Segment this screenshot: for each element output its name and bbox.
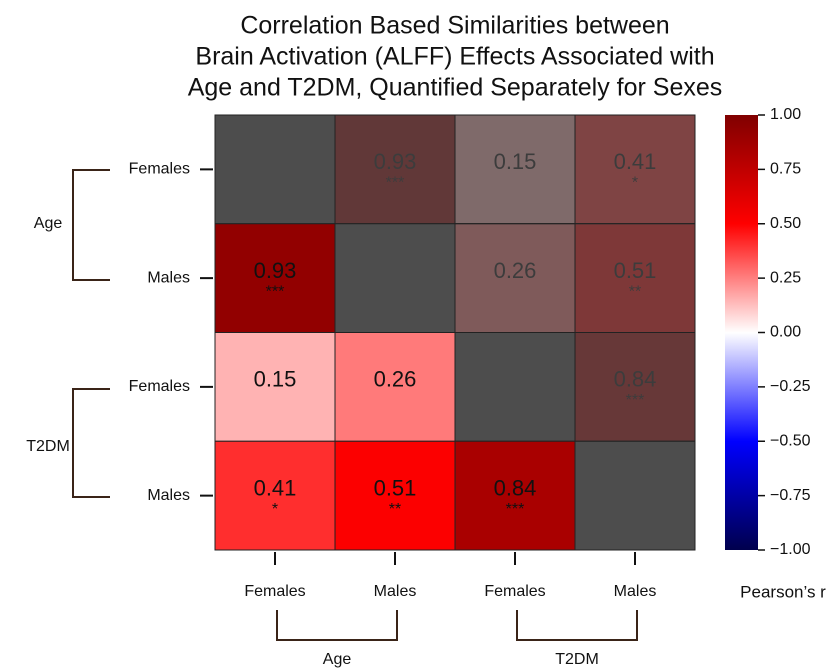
cell-value: 0.93 xyxy=(254,258,297,283)
column-label: Males xyxy=(374,583,417,600)
heatmap-cell xyxy=(334,440,456,551)
colorbar-tick-label: −1.00 xyxy=(770,541,811,558)
cell-value: 0.84 xyxy=(494,475,537,500)
colorbar-tick-label: 0.25 xyxy=(770,269,801,286)
cell-significance: *** xyxy=(506,501,525,518)
cell-value: 0.15 xyxy=(254,367,297,392)
column-label: Females xyxy=(484,583,545,600)
diagonal-cell xyxy=(574,440,696,551)
cell-significance: ** xyxy=(389,501,401,518)
colorbar-tick-label: 1.00 xyxy=(770,106,801,123)
colorbar-tick-label: −0.75 xyxy=(770,487,811,504)
cell-overlay xyxy=(574,223,696,333)
heatmap-cell xyxy=(214,440,336,551)
colorbar-tick-label: −0.25 xyxy=(770,378,811,395)
chart-title: Correlation Based Similarities between xyxy=(240,12,669,40)
cell-value: 0.51 xyxy=(374,475,417,500)
colorbar-tick-label: 0.75 xyxy=(770,161,801,178)
cell-overlay xyxy=(454,223,576,333)
diagonal-cell xyxy=(214,114,336,225)
cell-overlay xyxy=(334,114,456,225)
row-group-label: Age xyxy=(34,215,63,232)
cell-value: 0.41 xyxy=(254,475,297,500)
group-brackets xyxy=(72,169,638,641)
cell-overlay xyxy=(454,114,576,225)
cell-significance: *** xyxy=(266,283,285,300)
column-group-label: T2DM xyxy=(555,651,599,668)
cell-overlay xyxy=(574,114,696,225)
colorbar-tick-label: −0.50 xyxy=(770,432,811,449)
chart-title: Brain Activation (ALFF) Effects Associat… xyxy=(195,43,714,71)
diagonal-cell xyxy=(334,223,456,333)
colorbar-label: Pearson’s r xyxy=(740,582,826,601)
chart-title: Age and T2DM, Quantified Separately for … xyxy=(188,74,723,102)
row-label: Females xyxy=(129,161,190,178)
cell-significance: * xyxy=(272,501,278,518)
column-label: Females xyxy=(244,583,305,600)
heatmap-cell xyxy=(214,332,336,442)
heatmap-cell xyxy=(454,440,576,551)
column-group-label: Age xyxy=(323,651,352,668)
heatmap-cell xyxy=(334,332,456,442)
colorbar-tick-label: 0.00 xyxy=(770,324,801,341)
diagonal-cell xyxy=(454,332,576,442)
column-label: Males xyxy=(614,583,657,600)
row-group-label: T2DM xyxy=(26,438,70,455)
cell-overlay xyxy=(574,332,696,442)
colorbar xyxy=(725,115,758,550)
heatmap-cell xyxy=(214,223,336,333)
row-label: Females xyxy=(129,378,190,395)
row-label: Males xyxy=(147,269,190,286)
colorbar-tick-label: 0.50 xyxy=(770,215,801,232)
cell-value: 0.26 xyxy=(374,367,417,392)
row-label: Males xyxy=(147,487,190,504)
